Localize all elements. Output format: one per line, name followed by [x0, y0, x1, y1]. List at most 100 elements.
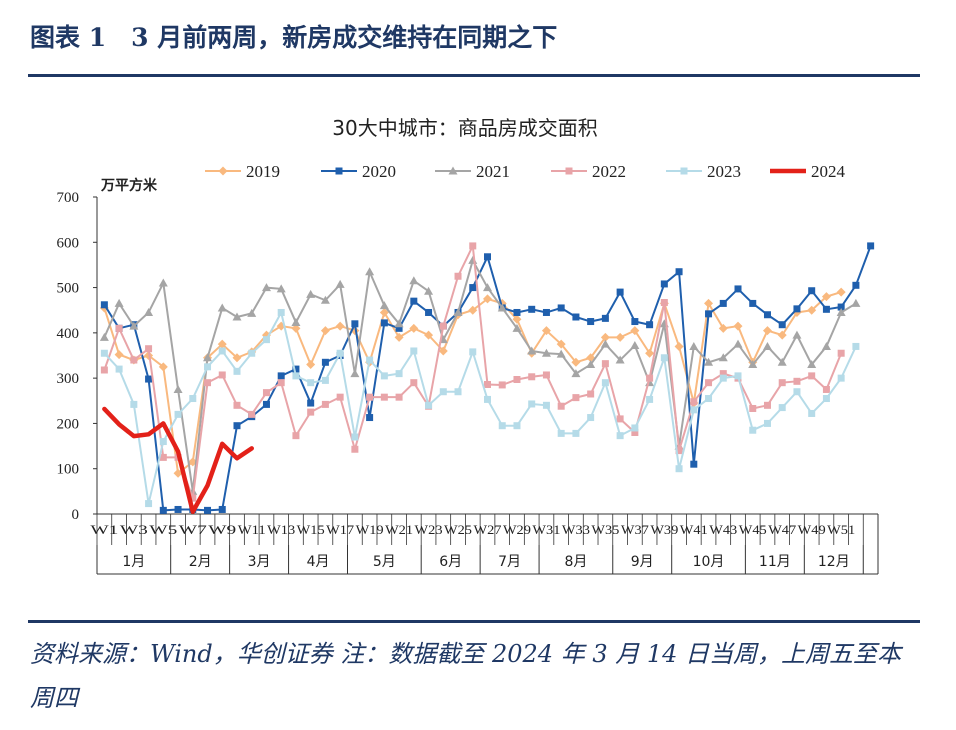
data-point: [837, 349, 845, 357]
data-point: [808, 372, 816, 380]
y-axis-unit-label: 万平方米: [100, 177, 158, 194]
data-point: [350, 369, 360, 378]
data-point: [557, 402, 565, 410]
data-point: [307, 379, 315, 387]
x-tick-label: W33: [562, 522, 590, 537]
data-point: [565, 167, 573, 175]
x-tick-label: W43: [709, 522, 737, 537]
data-point: [262, 400, 270, 408]
data-point: [749, 404, 757, 412]
y-tick-label: 200: [57, 416, 80, 432]
data-point: [218, 166, 228, 176]
data-point: [291, 317, 301, 326]
data-point: [425, 401, 433, 409]
data-point: [572, 313, 580, 321]
data-point: [204, 506, 212, 514]
series-line: [103, 291, 843, 475]
data-point: [615, 332, 625, 342]
chart-title: 30大中城市：商品房成交面积: [332, 116, 597, 140]
data-point: [615, 355, 625, 364]
data-point: [704, 357, 714, 366]
x-tick-label: W47: [768, 522, 797, 537]
data-point: [601, 379, 609, 387]
data-point: [867, 242, 875, 250]
data-point: [807, 360, 817, 369]
x-tick-label: W41: [680, 522, 708, 537]
data-point: [513, 376, 521, 384]
data-point: [718, 353, 728, 362]
source-note: 资料来源：Wind，华创证券 注：数据截至 2024 年 3 月 14 日当周，…: [30, 640, 902, 712]
data-point: [204, 363, 212, 371]
legend-item: 2020: [321, 162, 396, 181]
legend-item: 2022: [551, 162, 626, 181]
month-label: 6月: [439, 554, 462, 570]
month-label: 7月: [498, 554, 521, 570]
data-point: [335, 321, 345, 331]
data-point: [453, 307, 463, 316]
data-point: [261, 283, 271, 292]
data-point: [705, 310, 713, 318]
data-point: [233, 422, 241, 430]
data-point: [469, 284, 477, 292]
data-point: [498, 422, 506, 430]
data-point: [821, 292, 831, 302]
data-point: [777, 357, 787, 366]
data-point: [321, 358, 329, 366]
data-point: [468, 255, 478, 264]
data-point: [571, 369, 581, 378]
data-point: [762, 326, 772, 336]
data-point: [380, 319, 388, 327]
data-point: [189, 494, 197, 502]
data-point: [680, 167, 688, 175]
series-2024: [102, 406, 254, 514]
data-point: [276, 284, 286, 293]
month-label: 9月: [631, 554, 654, 570]
data-point: [144, 307, 154, 316]
data-point: [631, 428, 639, 436]
data-point: [719, 299, 727, 307]
data-point: [646, 374, 654, 382]
data-point: [512, 323, 522, 332]
data-point: [100, 349, 108, 357]
data-point: [114, 298, 124, 307]
data-point: [424, 330, 434, 340]
data-point: [777, 330, 787, 340]
data-point: [690, 398, 698, 406]
data-point: [379, 307, 389, 317]
month-label: 11月: [759, 554, 791, 570]
data-point: [705, 379, 713, 387]
data-point: [439, 322, 447, 330]
data-point: [541, 326, 551, 336]
x-tick-label: W23: [415, 522, 443, 537]
data-point: [630, 341, 640, 350]
data-point: [587, 414, 595, 422]
data-point: [424, 286, 434, 295]
data-point: [483, 283, 492, 292]
data-point: [528, 305, 536, 313]
data-point: [409, 276, 419, 285]
data-point: [468, 305, 478, 315]
data-point: [821, 341, 831, 350]
y-tick-label: 0: [72, 507, 80, 523]
x-tick-label: W35: [591, 522, 619, 537]
data-point: [852, 342, 860, 350]
data-point: [572, 429, 580, 437]
data-point: [733, 321, 743, 331]
data-point: [351, 433, 359, 441]
data-point: [292, 365, 300, 373]
data-point: [262, 336, 270, 344]
legend: 2019 2020 2021 2022 2023 2024: [205, 162, 846, 181]
y-tick-label: 300: [57, 371, 80, 387]
data-point: [600, 332, 610, 342]
data-point: [541, 348, 551, 357]
x-tick-label: W11: [238, 522, 266, 537]
data-point: [808, 409, 816, 417]
data-point: [335, 279, 345, 288]
data-point: [306, 360, 316, 370]
figure-title: 图表 1 3 月前两周，新房成交维持在同期之下: [30, 23, 558, 52]
data-point: [351, 445, 359, 453]
series-2022: [100, 242, 845, 502]
data-point: [660, 280, 668, 288]
source-rule: [28, 620, 920, 623]
data-point: [218, 505, 226, 513]
